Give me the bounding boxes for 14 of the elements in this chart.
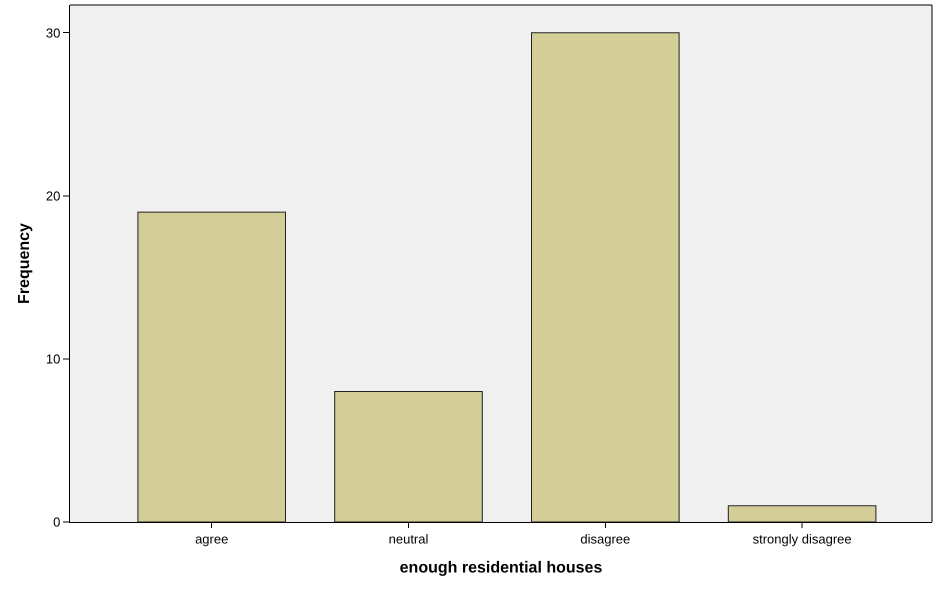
y-tick-label: 20: [46, 188, 60, 204]
x-tick-label: strongly disagree: [752, 532, 852, 547]
x-tick-label: disagree: [580, 532, 630, 547]
y-tick-label: 30: [46, 25, 60, 40]
x-axis-title: enough residential houses: [400, 559, 602, 576]
y-tick-label: 0: [53, 514, 60, 530]
x-tick-label: neutral: [388, 532, 428, 547]
bar: [728, 505, 876, 522]
bar: [531, 32, 680, 522]
bar: [137, 212, 286, 522]
y-tick-label: 10: [46, 351, 60, 366]
bar: [334, 391, 483, 522]
x-tick-label: agree: [195, 532, 228, 547]
y-axis-title: Frequency: [16, 222, 33, 304]
